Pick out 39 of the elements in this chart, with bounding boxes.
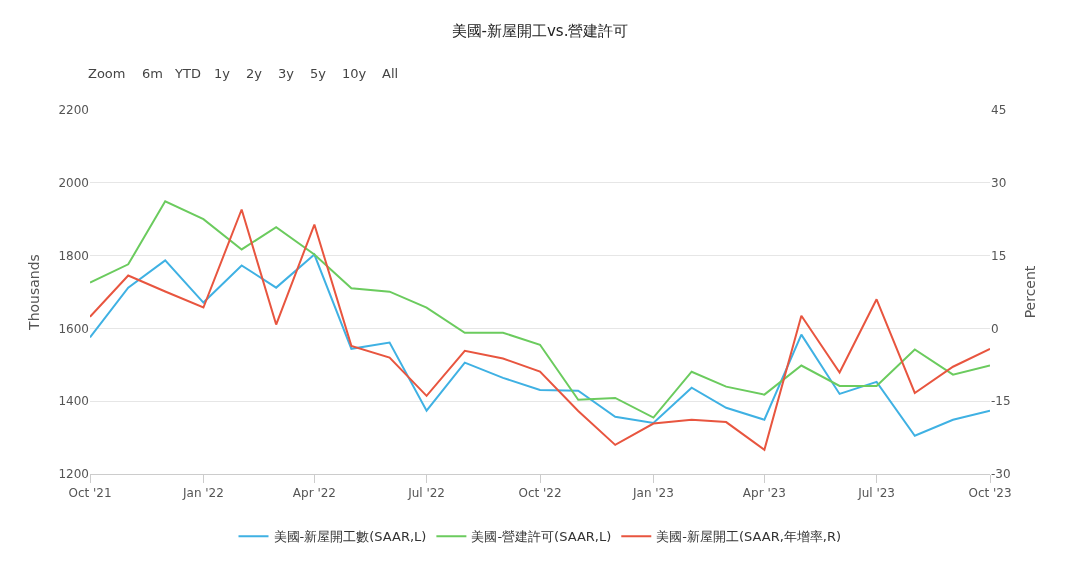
legend-label: 美國-營建許可(SAAR,L) bbox=[471, 529, 612, 545]
x-tick-label: Oct '21 bbox=[68, 486, 112, 501]
y2-tick-label: 15 bbox=[991, 248, 1007, 263]
y2-axis-title: Percent bbox=[1021, 265, 1038, 319]
text: 2y bbox=[246, 66, 263, 81]
y2-tick-label: -30 bbox=[991, 467, 1011, 482]
y-tick-label: 1400 bbox=[58, 394, 89, 409]
y-tick-label: 2200 bbox=[58, 103, 89, 118]
text: All bbox=[382, 66, 399, 81]
y-tick-label: 2000 bbox=[58, 176, 89, 190]
y-tick-label: 1200 bbox=[58, 467, 89, 482]
text: 1y bbox=[214, 66, 231, 81]
y2-tick-label: 0 bbox=[991, 321, 999, 336]
text: 3y bbox=[278, 66, 295, 81]
x-tick-label: Jan '23 bbox=[631, 486, 674, 501]
x-tick-label: Apr '22 bbox=[292, 486, 336, 501]
y2-tick-label: 30 bbox=[991, 176, 1007, 190]
x-tick-label: Oct '23 bbox=[968, 486, 1012, 501]
text: Zoom bbox=[88, 66, 126, 81]
x-tick-label: Jul '22 bbox=[407, 486, 446, 501]
x-tick-label: Oct '22 bbox=[518, 486, 562, 501]
legend-label: 美國-新屋開工數(SAAR,L) bbox=[273, 529, 427, 545]
chart-title: 美國-新屋開工vs.營建許可 bbox=[451, 21, 629, 40]
text: 5y bbox=[310, 66, 327, 81]
y2-tick-label: -15 bbox=[991, 394, 1011, 409]
x-tick-label: Apr '23 bbox=[742, 486, 786, 501]
text: YTD bbox=[174, 66, 201, 81]
x-tick-label: Jan '22 bbox=[181, 486, 224, 501]
y-tick-label: 1600 bbox=[58, 321, 89, 336]
line-series bbox=[90, 200, 990, 419]
x-tick-label: Jul '23 bbox=[857, 486, 896, 501]
line-series bbox=[90, 208, 990, 451]
text: 10y bbox=[342, 66, 367, 81]
y-axis-title: Thousands bbox=[26, 254, 43, 331]
line-series bbox=[90, 253, 990, 437]
y2-tick-label: 45 bbox=[991, 103, 1007, 118]
text: 6m bbox=[142, 66, 163, 81]
legend-label: 美國-新屋開工(SAAR,年增率,R) bbox=[656, 529, 842, 545]
y-tick-label: 1800 bbox=[58, 248, 89, 263]
